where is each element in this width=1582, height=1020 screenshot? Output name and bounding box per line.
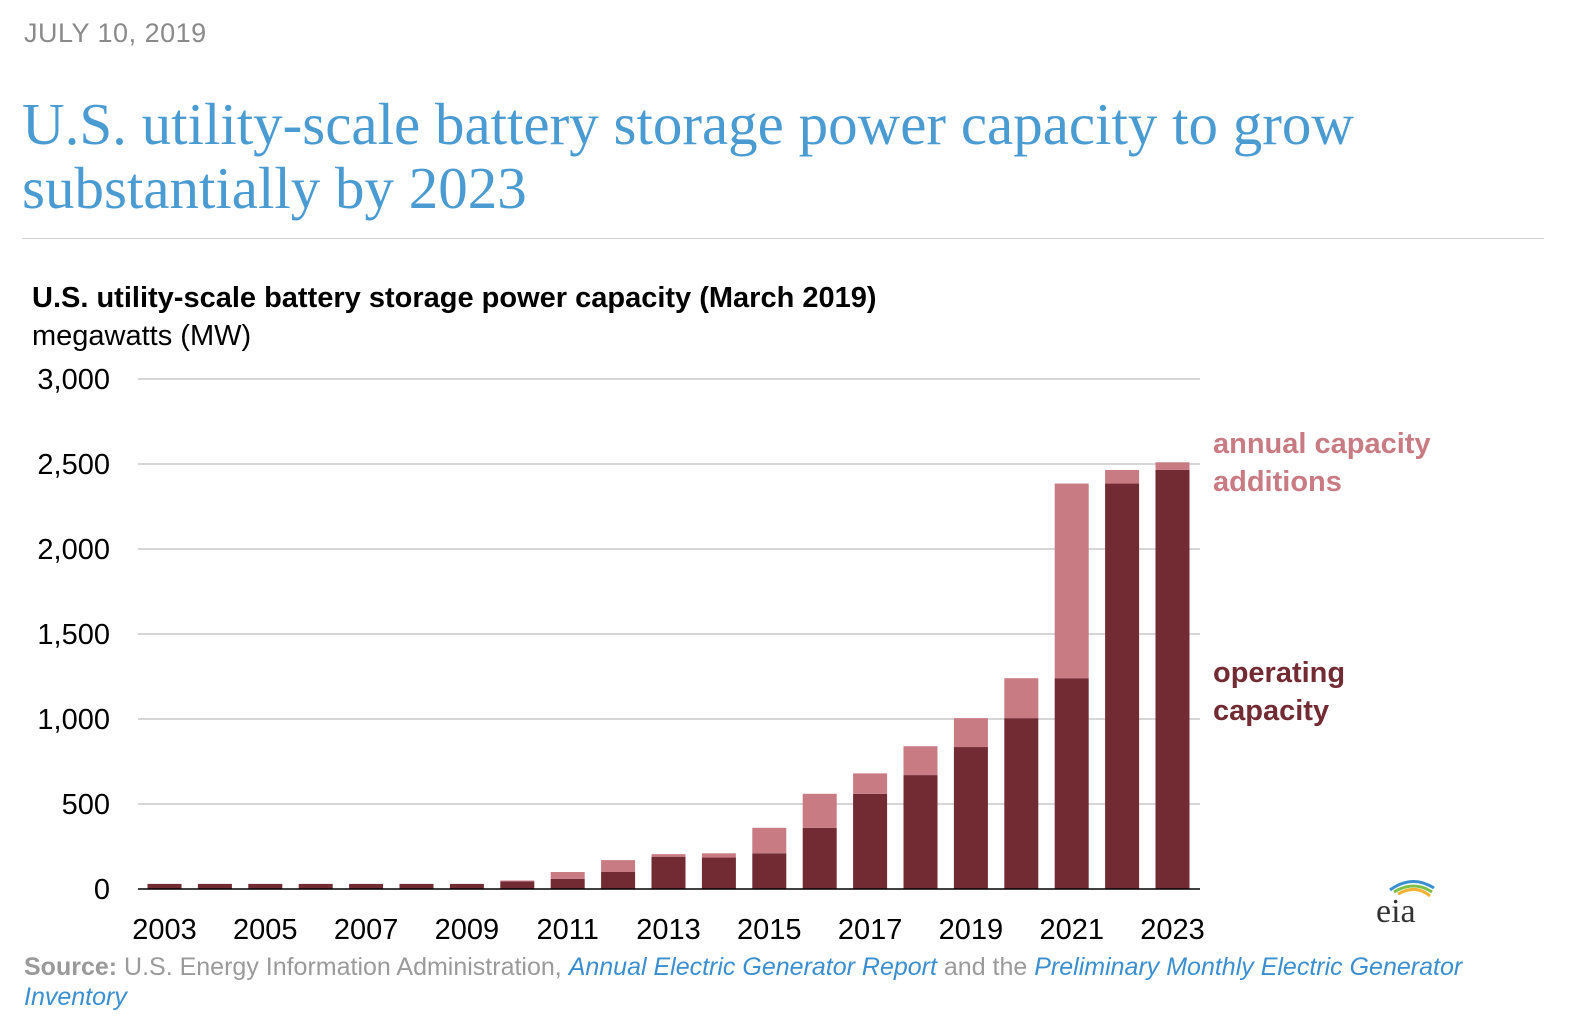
bar-capacity-additions (752, 827, 787, 854)
x-tick-label: 2017 (838, 914, 903, 946)
x-tick-label: 2015 (737, 914, 802, 946)
chart-bars (147, 462, 1190, 889)
bar-operating-capacity (701, 857, 736, 889)
source-prefix: Source: (24, 953, 118, 981)
y-tick-label: 3,000 (37, 364, 110, 396)
y-tick-label: 2,000 (37, 534, 110, 566)
bar-operating-capacity (248, 883, 283, 889)
bar-capacity-additions (1054, 483, 1089, 679)
bar-operating-capacity (399, 883, 434, 889)
y-tick-label: 1,500 (37, 619, 110, 651)
bar-operating-capacity (449, 883, 484, 889)
bar-capacity-additions (500, 880, 535, 882)
x-tick-label: 2009 (435, 914, 500, 946)
bar-operating-capacity (1155, 469, 1190, 889)
bar-operating-capacity (903, 775, 938, 889)
x-tick-label: 2019 (939, 914, 1004, 946)
bar-operating-capacity (550, 878, 585, 889)
x-tick-label: 2021 (1039, 914, 1104, 946)
bar-capacity-additions (1004, 678, 1039, 719)
bar-operating-capacity (1004, 718, 1039, 889)
bar-capacity-additions (953, 718, 988, 748)
bar-operating-capacity (147, 883, 182, 889)
chart-title: U.S. utility-scale battery storage power… (32, 282, 877, 314)
publication-date: JULY 10, 2019 (24, 18, 207, 48)
x-axis-tick-labels: 2003 2005 2007 2009 2011 2013 2015 2017 2019 2021… (132, 914, 1205, 946)
chart-legend: annual capacity additions operating capacit… (1213, 428, 1431, 727)
bar-operating-capacity (500, 881, 535, 889)
x-tick-label: 2013 (636, 914, 701, 946)
bar-capacity-additions (853, 773, 888, 794)
source-text-1: U.S. Energy Information Administration, (117, 953, 569, 981)
bar-capacity-additions (701, 853, 736, 858)
x-tick-label: 2007 (334, 914, 399, 946)
eia-logo: eia (1376, 880, 1435, 928)
y-tick-label: 2,500 (37, 449, 110, 481)
x-tick-label: 2003 (132, 914, 197, 946)
bar-operating-capacity (802, 827, 837, 889)
header-divider (22, 238, 1544, 239)
y-tick-label: 500 (62, 789, 110, 821)
bar-operating-capacity (853, 793, 888, 889)
chart-gridlines (138, 378, 1200, 805)
article-headline: U.S. utility-scale battery storage power… (22, 91, 1354, 221)
x-tick-label: 2005 (233, 914, 298, 946)
bar-operating-capacity (1105, 483, 1140, 889)
bar-capacity-additions (802, 793, 837, 828)
y-tick-label: 0 (94, 874, 110, 906)
eia-logo-text: eia (1376, 893, 1416, 928)
y-tick-label: 1,000 (37, 704, 110, 736)
x-tick-label: 2023 (1140, 914, 1205, 946)
source-link-annual-report[interactable]: Annual Electric Generator Report (568, 953, 937, 981)
x-tick-label: 2011 (537, 914, 599, 946)
bar-capacity-additions (601, 860, 636, 872)
bar-capacity-additions (550, 872, 585, 879)
bar-operating-capacity (953, 747, 988, 889)
legend-operating-capacity: operating capacity (1213, 657, 1345, 727)
chart-y-axis-unit: megawatts (MW) (32, 320, 252, 352)
legend-annual-capacity-additions: annual capacity additions (1213, 428, 1431, 498)
bar-operating-capacity (651, 856, 686, 889)
bar-capacity-additions (1105, 469, 1140, 484)
bar-capacity-additions (1155, 462, 1190, 470)
bar-operating-capacity (349, 883, 384, 889)
source-text-2: and the (936, 953, 1035, 981)
y-axis-tick-labels: 0 500 1,000 1,500 2,000 2,500 3,000 (37, 364, 110, 906)
bar-operating-capacity (752, 853, 787, 889)
bar-operating-capacity (601, 872, 636, 889)
source-link-monthly-inventory[interactable]: Preliminary Monthly Electric Generator I… (24, 953, 1463, 1011)
bar-capacity-additions (903, 746, 938, 776)
bar-operating-capacity (298, 883, 333, 889)
bar-capacity-additions (651, 854, 686, 857)
bar-operating-capacity (197, 883, 232, 889)
bar-operating-capacity (1054, 678, 1089, 889)
source-note: Source: U.S. Energy Information Administ… (24, 952, 1524, 1012)
